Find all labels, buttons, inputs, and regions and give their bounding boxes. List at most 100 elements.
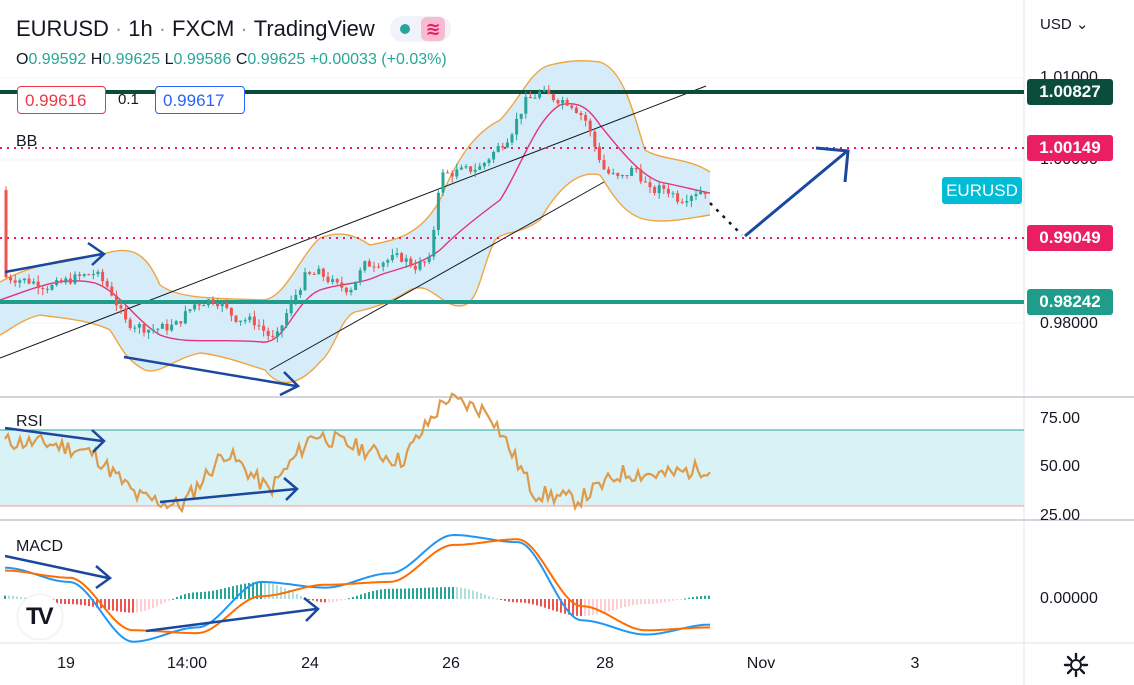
macd-histogram-bar [524, 599, 526, 603]
candle-body [27, 278, 31, 284]
macd-histogram-bar [416, 588, 418, 599]
macd-histogram-bar [104, 599, 106, 610]
macd-histogram-bar [596, 599, 598, 615]
candle-body [91, 274, 95, 276]
candle-body [390, 254, 394, 261]
candle-body [285, 313, 289, 326]
macd-histogram-bar [628, 599, 630, 607]
candle-body [114, 295, 118, 306]
price-divergence-arrow-2 [123, 355, 297, 388]
currency-selector[interactable]: USD ⌄ [1040, 16, 1089, 33]
tradingview-logo[interactable]: TV [18, 595, 62, 639]
macd-histogram-bar [336, 599, 338, 602]
candle-body [597, 146, 601, 161]
macd-histogram-bar [188, 593, 190, 599]
status-pill[interactable]: ≋ [390, 16, 451, 42]
candle-body [653, 187, 657, 194]
candle-body [68, 278, 72, 284]
candle-body [423, 261, 427, 263]
macd-histogram-bar [136, 599, 138, 613]
macd-histogram-bar [360, 594, 362, 599]
platform: TradingView [253, 16, 375, 42]
time-tick: 3 [910, 655, 920, 672]
candle-body [303, 272, 307, 291]
macd-histogram-bar [452, 587, 454, 599]
candle-body [193, 304, 197, 310]
candle-body [234, 315, 238, 322]
macd-histogram-bar [448, 587, 450, 599]
resistance-level-tag: 1.00827 [1027, 79, 1113, 105]
macd-histogram-bar [352, 597, 354, 599]
macd-histogram-bar [384, 588, 386, 599]
candle-body [321, 268, 325, 277]
macd-histogram-bar [592, 599, 594, 616]
macd-arrow-2 [145, 607, 317, 633]
candle-body [266, 330, 270, 336]
candle-body [519, 113, 523, 119]
macd-histogram-bar [656, 599, 658, 604]
macd-histogram-bar [180, 595, 182, 599]
candle-body [50, 285, 54, 290]
lower-level-tag: 0.99049 [1027, 225, 1113, 251]
candle-body [446, 172, 450, 174]
macd-indicator-label[interactable]: MACD [16, 538, 64, 555]
macd-histogram-bar [508, 599, 510, 602]
sell-button[interactable]: 0.99616 [17, 86, 106, 114]
macd-histogram-bar [296, 593, 298, 599]
candle-body [344, 287, 348, 293]
candle-body [105, 281, 109, 287]
candle-body [473, 169, 477, 172]
chart-header[interactable]: EURUSD · 1h · FXCM · TradingView [16, 16, 375, 42]
bb-indicator-label[interactable]: BB [16, 133, 38, 150]
macd-histogram-bar [160, 599, 162, 605]
candle-body [275, 331, 279, 337]
macd-histogram-bar [536, 599, 538, 606]
wave-icon[interactable]: ≋ [421, 17, 445, 41]
candle-body [381, 262, 385, 267]
macd-histogram-bar [148, 599, 150, 610]
macd-histogram-bar [200, 592, 202, 599]
candle-body [404, 258, 408, 262]
macd-histogram-bar [516, 599, 518, 603]
macd-histogram-bar [340, 599, 342, 601]
macd-arrow-1 [4, 554, 109, 580]
macd-histogram-bar [556, 599, 558, 612]
macd-histogram-bar [668, 599, 670, 602]
candlesticks [4, 85, 707, 343]
candle-body [501, 146, 505, 148]
candle-body [64, 278, 68, 283]
gear-icon[interactable] [1063, 652, 1089, 678]
rsi-indicator-label[interactable]: RSI [16, 413, 43, 430]
candle-body [183, 311, 187, 324]
candle-body [685, 200, 689, 203]
macd-histogram-bar [552, 599, 554, 611]
candle-body [432, 229, 436, 257]
macd-histogram-bar [300, 595, 302, 599]
macd-histogram-bar [84, 599, 86, 606]
channel-upper-line [0, 85, 707, 359]
candle-body [151, 329, 155, 331]
macd-histogram-bar [348, 598, 350, 600]
ohlc-values: O0.99592 H0.99625 L0.99586 C0.99625 +0.0… [16, 51, 447, 68]
candle-body [202, 305, 206, 307]
macd-histogram-bar [376, 590, 378, 599]
macd-histogram-bar [16, 596, 18, 599]
macd-pane [4, 533, 711, 643]
macd-histogram-bar [444, 587, 446, 599]
candle-body [156, 328, 160, 330]
interval[interactable]: 1h [128, 16, 153, 42]
symbol-name[interactable]: EURUSD [16, 16, 109, 42]
macd-histogram-bar [204, 591, 206, 599]
macd-histogram-bar [440, 587, 442, 599]
candle-body [137, 324, 141, 328]
buy-button[interactable]: 0.99617 [155, 86, 245, 114]
macd-histogram-bar [492, 597, 494, 599]
macd-histogram-bar [228, 587, 230, 599]
candle-body [372, 266, 376, 268]
macd-histogram-bar [580, 599, 582, 617]
symbol-price-tag: EURUSD [942, 177, 1022, 204]
macd-histogram-bar [192, 592, 194, 599]
macd-histogram-bar [256, 582, 258, 599]
candle-body [41, 288, 45, 290]
